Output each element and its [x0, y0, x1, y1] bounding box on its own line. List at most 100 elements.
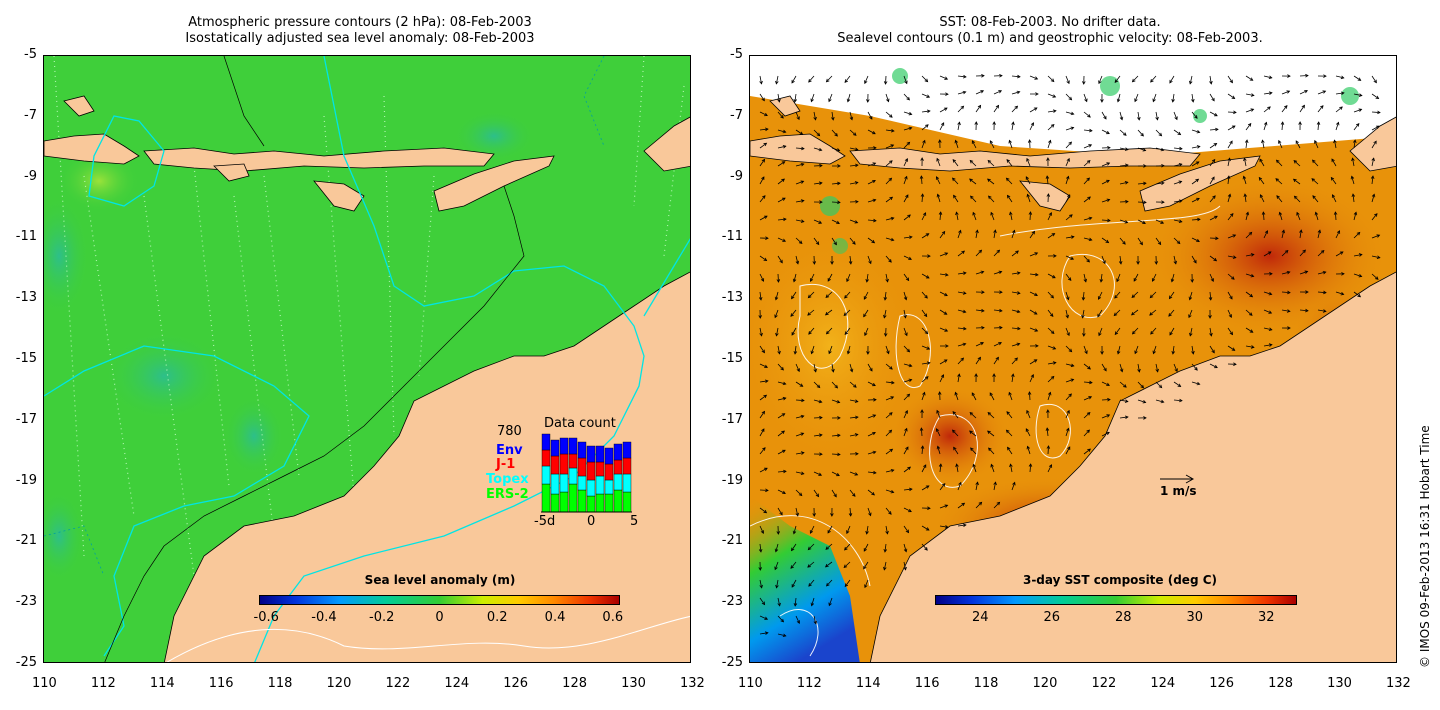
- sst-map-graphic: [750, 56, 1396, 662]
- sst-map: [749, 55, 1397, 663]
- data-count-bar-segment: [541, 483, 551, 513]
- right-y-tick-3: -11: [721, 229, 743, 245]
- data-count-bar-segment: [559, 453, 569, 475]
- left-x-tick-5: 120: [326, 676, 352, 691]
- sst-colorbar-tick-2: 28: [1114, 610, 1132, 625]
- data-count-bar-segment: [541, 465, 551, 485]
- legend-env: Env: [496, 443, 523, 458]
- right-y-tick-9: -23: [721, 594, 743, 610]
- data-count-bar-segment: [577, 457, 587, 477]
- data-count-max-label: 780: [497, 424, 522, 439]
- data-count-bar-segment: [568, 453, 578, 469]
- right-x-tick-3: 116: [914, 676, 940, 691]
- data-count-bar-segment: [559, 473, 569, 493]
- data-count-bar-segment: [613, 459, 623, 475]
- right-x-tick-0: 110: [738, 676, 763, 691]
- data-count-bar-segment: [577, 475, 587, 491]
- data-count-bar-segment: [586, 461, 596, 481]
- data-count-bar-segment: [559, 491, 569, 513]
- sst-colorbar-tick-0: 24: [971, 610, 989, 625]
- right-y-tick-4: -13: [721, 290, 743, 306]
- right-y-tick-7: -19: [721, 472, 743, 488]
- data-count-bar-segment: [586, 479, 596, 497]
- right-x-tick-2: 114: [855, 676, 881, 691]
- left-x-tick-2: 114: [149, 676, 175, 691]
- right-x-tick-4: 118: [973, 676, 999, 691]
- legend-j1: J-1: [496, 457, 516, 472]
- left-y-tick-8: -21: [15, 533, 37, 549]
- data-count-xtick-end: 5: [630, 514, 639, 529]
- right-x-tick-1: 112: [796, 676, 822, 691]
- sst-colorbar: [935, 595, 1297, 605]
- data-count-xtick-zero: 0: [587, 514, 596, 529]
- data-count-bar-segment: [604, 493, 614, 513]
- left-y-tick-7: -19: [15, 472, 37, 488]
- right-title-line2: Sealevel contours (0.1 m) and geostrophi…: [837, 31, 1263, 46]
- sea-level-colorbar-tick-1: -0.4: [311, 610, 337, 625]
- data-count-xtick-start: -5d: [534, 514, 556, 529]
- left-y-tick-1: -7: [24, 107, 37, 123]
- right-y-tick-6: -17: [721, 411, 743, 427]
- data-count-bar-segment: [541, 449, 551, 467]
- data-count-bar-segment: [595, 475, 605, 495]
- right-y-tick-10: -25: [721, 655, 743, 670]
- velocity-scale-label: 1 m/s: [1160, 484, 1197, 498]
- data-count-bar-segment: [613, 473, 623, 491]
- data-count-bar-segment: [550, 439, 560, 457]
- data-count-bar-segment: [568, 483, 578, 513]
- sea-level-colorbar-tick-0: -0.6: [253, 610, 279, 625]
- right-y-tick-2: -9: [730, 168, 743, 184]
- left-title-line2: Isostatically adjusted sea level anomaly…: [185, 31, 535, 46]
- left-x-tick-7: 124: [444, 676, 470, 691]
- left-x-tick-4: 118: [267, 676, 293, 691]
- data-count-bar-segment: [577, 441, 587, 459]
- data-count-bar-segment: [622, 473, 632, 493]
- sst-colorbar-tick-4: 32: [1257, 610, 1275, 625]
- data-count-bar-segment: [559, 437, 569, 455]
- data-count-bar-segment: [568, 437, 578, 455]
- data-count-bar-segment: [604, 447, 614, 465]
- left-y-tick-5: -15: [15, 351, 37, 366]
- legend-topex: Topex: [486, 472, 529, 487]
- sst-land-masses: [750, 95, 1396, 662]
- right-y-tick-8: -21: [721, 533, 743, 549]
- imos-credit: © IMOS 09-Feb-2013 16:31 Hobart Time: [1418, 425, 1432, 668]
- data-count-bar-segment: [550, 493, 560, 513]
- velocity-scale-arrow: [1160, 474, 1195, 484]
- sea-level-colorbar-title: Sea level anomaly (m): [364, 573, 516, 587]
- data-count-bar-segment: [622, 491, 632, 513]
- left-x-tick-10: 130: [621, 676, 646, 691]
- sea-level-colorbar: [259, 595, 620, 605]
- sea-level-map-graphic: [44, 56, 690, 662]
- left-x-tick-0: 110: [32, 676, 57, 691]
- data-count-bar-chart: [541, 433, 632, 513]
- sea-level-colorbar-tick-6: 0.6: [602, 610, 624, 625]
- left-x-tick-11: 132: [680, 676, 705, 691]
- sea-level-colorbar-tick-4: 0.2: [486, 610, 508, 625]
- sst-colorbar-tick-3: 30: [1186, 610, 1204, 625]
- right-x-tick-5: 120: [1032, 676, 1058, 691]
- data-count-bar-segment: [622, 441, 632, 459]
- sst-colorbar-tick-1: 26: [1043, 610, 1061, 625]
- data-count-title: Data count: [544, 416, 616, 431]
- left-y-tick-6: -17: [15, 411, 37, 427]
- data-count-bar-segment: [604, 479, 614, 495]
- left-x-tick-3: 116: [208, 676, 234, 691]
- left-x-tick-1: 112: [90, 676, 116, 691]
- right-title-line1: SST: 08-Feb-2003. No drifter data.: [939, 15, 1161, 30]
- left-x-tick-8: 126: [503, 676, 529, 691]
- data-count-bar-segment: [568, 467, 578, 485]
- right-x-tick-8: 126: [1209, 676, 1235, 691]
- sea-level-colorbar-tick-2: -0.2: [369, 610, 395, 625]
- sst-colorbar-title: 3-day SST composite (deg C): [1022, 573, 1218, 587]
- data-count-bar-segment: [586, 445, 596, 463]
- data-count-bar-segment: [622, 457, 632, 475]
- sea-level-colorbar-tick-5: 0.4: [544, 610, 566, 625]
- data-count-bar-segment: [595, 461, 605, 477]
- sea-level-anomaly-map: [43, 55, 691, 663]
- left-y-tick-10: -25: [15, 655, 37, 670]
- left-y-tick-9: -23: [15, 594, 37, 610]
- right-y-tick-5: -15: [721, 351, 743, 366]
- right-x-tick-6: 122: [1091, 676, 1117, 691]
- data-count-bar-segment: [586, 495, 596, 513]
